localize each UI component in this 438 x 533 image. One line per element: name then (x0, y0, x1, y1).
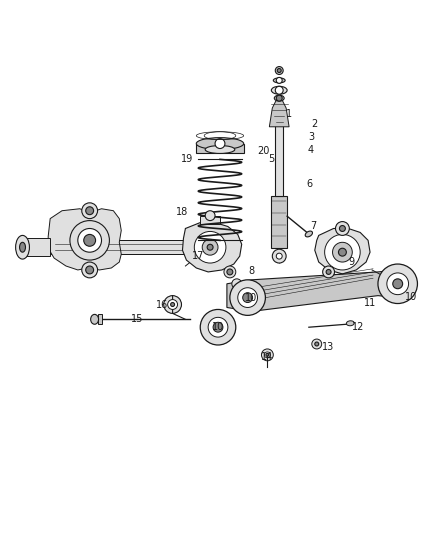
Polygon shape (50, 240, 200, 254)
Circle shape (227, 269, 233, 275)
Circle shape (387, 273, 409, 295)
Ellipse shape (273, 78, 285, 83)
Text: 10: 10 (212, 322, 224, 332)
Ellipse shape (91, 314, 99, 324)
Circle shape (243, 293, 253, 303)
Circle shape (276, 77, 282, 83)
Circle shape (323, 266, 335, 278)
Text: 16: 16 (155, 301, 168, 311)
Polygon shape (275, 112, 283, 197)
Circle shape (202, 239, 218, 255)
Ellipse shape (196, 138, 244, 149)
Polygon shape (315, 229, 370, 274)
Polygon shape (48, 209, 121, 270)
Ellipse shape (346, 321, 354, 326)
Circle shape (277, 69, 281, 72)
Circle shape (275, 67, 283, 75)
Polygon shape (98, 314, 102, 324)
Circle shape (207, 244, 213, 250)
Polygon shape (227, 270, 398, 311)
Circle shape (378, 264, 417, 303)
Ellipse shape (16, 236, 29, 259)
Text: 14: 14 (261, 352, 273, 362)
Text: 6: 6 (307, 179, 313, 189)
Polygon shape (196, 143, 244, 154)
Circle shape (339, 248, 346, 256)
Text: 3: 3 (309, 132, 315, 142)
Circle shape (215, 139, 225, 149)
Circle shape (315, 342, 319, 346)
Circle shape (230, 280, 265, 316)
Circle shape (325, 235, 360, 270)
Circle shape (194, 231, 226, 263)
Circle shape (393, 279, 403, 289)
Circle shape (171, 303, 175, 306)
Circle shape (238, 288, 258, 308)
Text: 4: 4 (308, 144, 314, 155)
Circle shape (336, 222, 350, 236)
Text: 5: 5 (268, 155, 275, 164)
Circle shape (339, 225, 346, 231)
Text: 1: 1 (286, 109, 292, 119)
Text: 10: 10 (406, 292, 418, 302)
Circle shape (213, 322, 223, 332)
Circle shape (78, 229, 102, 252)
Text: 10: 10 (244, 293, 257, 303)
Text: 18: 18 (177, 207, 189, 217)
Circle shape (164, 296, 181, 313)
Circle shape (276, 95, 282, 101)
Circle shape (86, 266, 94, 274)
Ellipse shape (271, 86, 287, 94)
Circle shape (332, 243, 352, 262)
Circle shape (276, 253, 282, 259)
Polygon shape (271, 197, 287, 248)
Ellipse shape (305, 231, 312, 237)
Circle shape (266, 353, 269, 357)
Circle shape (224, 266, 236, 278)
Polygon shape (22, 238, 50, 256)
Circle shape (265, 352, 270, 358)
Circle shape (84, 235, 95, 246)
Circle shape (232, 279, 242, 289)
Circle shape (70, 221, 110, 260)
Text: 8: 8 (248, 266, 254, 276)
Circle shape (208, 317, 228, 337)
Circle shape (312, 339, 321, 349)
Circle shape (275, 86, 283, 94)
Text: 13: 13 (321, 342, 334, 352)
Text: 17: 17 (192, 251, 205, 261)
Text: 12: 12 (352, 322, 364, 332)
Text: 9: 9 (348, 257, 354, 267)
Circle shape (86, 207, 94, 215)
Polygon shape (269, 100, 289, 127)
Circle shape (205, 211, 215, 221)
Circle shape (326, 270, 331, 274)
Circle shape (168, 300, 177, 310)
Text: 19: 19 (181, 155, 194, 164)
Ellipse shape (274, 95, 284, 101)
Circle shape (82, 262, 98, 278)
Text: 7: 7 (311, 221, 317, 231)
Ellipse shape (20, 243, 25, 252)
Polygon shape (183, 223, 242, 272)
Circle shape (272, 249, 286, 263)
Text: 2: 2 (312, 119, 318, 129)
Circle shape (200, 310, 236, 345)
Polygon shape (200, 216, 220, 223)
Circle shape (261, 349, 273, 361)
Text: 11: 11 (364, 297, 376, 308)
Text: 15: 15 (131, 314, 143, 324)
Text: 20: 20 (257, 147, 270, 157)
Ellipse shape (205, 146, 235, 154)
Circle shape (82, 203, 98, 219)
